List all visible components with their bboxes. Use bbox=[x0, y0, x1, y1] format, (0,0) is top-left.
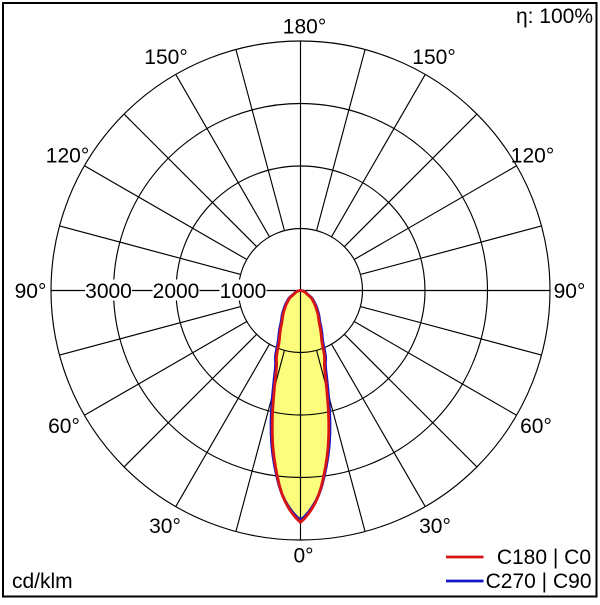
svg-text:0°: 0° bbox=[293, 545, 313, 568]
svg-text:150°: 150° bbox=[412, 46, 455, 69]
svg-text:90°: 90° bbox=[554, 280, 586, 303]
svg-text:60°: 60° bbox=[48, 415, 80, 438]
svg-text:120°: 120° bbox=[511, 145, 554, 168]
svg-text:1000: 1000 bbox=[220, 280, 267, 303]
svg-text:C180 | C0: C180 | C0 bbox=[497, 546, 591, 569]
svg-text:30°: 30° bbox=[419, 515, 451, 538]
svg-text:2000: 2000 bbox=[153, 280, 200, 303]
svg-text:60°: 60° bbox=[520, 415, 552, 438]
svg-text:3000: 3000 bbox=[85, 280, 132, 303]
svg-text:90°: 90° bbox=[15, 280, 47, 303]
svg-text:120°: 120° bbox=[46, 145, 89, 168]
svg-text:cd/klm: cd/klm bbox=[12, 570, 73, 593]
svg-text:150°: 150° bbox=[144, 46, 187, 69]
svg-text:C270 | C90: C270 | C90 bbox=[486, 570, 592, 593]
svg-text:η: 100%: η: 100% bbox=[516, 5, 593, 28]
svg-text:30°: 30° bbox=[149, 515, 181, 538]
svg-text:180°: 180° bbox=[283, 16, 326, 39]
